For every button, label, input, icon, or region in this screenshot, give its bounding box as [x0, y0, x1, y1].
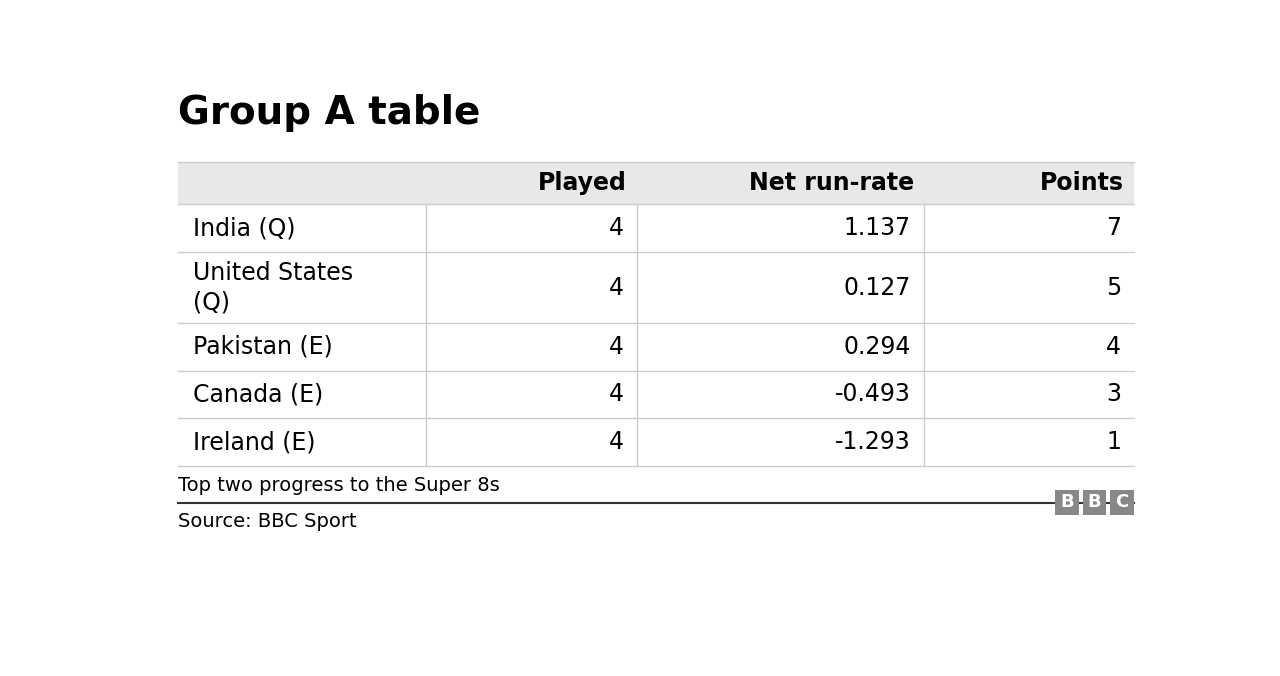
Text: 0.127: 0.127: [844, 276, 911, 299]
Text: 4: 4: [609, 276, 623, 299]
Text: India (Q): India (Q): [193, 216, 296, 241]
Text: 5: 5: [1106, 276, 1121, 299]
Text: Source: BBC Sport: Source: BBC Sport: [178, 512, 357, 531]
Text: 4: 4: [609, 335, 623, 358]
Text: 1.137: 1.137: [844, 216, 911, 241]
Bar: [178, 162, 1134, 204]
Text: 4: 4: [609, 383, 623, 406]
Text: Ireland (E): Ireland (E): [193, 431, 315, 454]
Text: -1.293: -1.293: [835, 431, 911, 454]
Text: Group A table: Group A table: [178, 94, 480, 132]
Text: Net run-rate: Net run-rate: [749, 171, 914, 195]
Text: Pakistan (E): Pakistan (E): [193, 335, 333, 358]
Text: Points: Points: [1041, 171, 1124, 195]
Text: Canada (E): Canada (E): [193, 383, 323, 406]
Text: 0.294: 0.294: [844, 335, 911, 358]
Text: 7: 7: [1106, 216, 1121, 241]
Text: 4: 4: [609, 431, 623, 454]
Text: 3: 3: [1106, 383, 1121, 406]
Text: 4: 4: [1106, 335, 1121, 358]
Text: C: C: [1116, 493, 1129, 511]
Bar: [1055, 489, 1079, 514]
Text: Top two progress to the Super 8s: Top two progress to the Super 8s: [178, 476, 499, 495]
Text: 1: 1: [1106, 431, 1121, 454]
Bar: [1110, 489, 1134, 514]
Text: B: B: [1060, 493, 1074, 511]
Text: 4: 4: [609, 216, 623, 241]
Text: United States
(Q): United States (Q): [193, 261, 353, 314]
Bar: [1083, 489, 1106, 514]
Text: -0.493: -0.493: [835, 383, 911, 406]
Text: Played: Played: [538, 171, 627, 195]
Text: B: B: [1088, 493, 1101, 511]
